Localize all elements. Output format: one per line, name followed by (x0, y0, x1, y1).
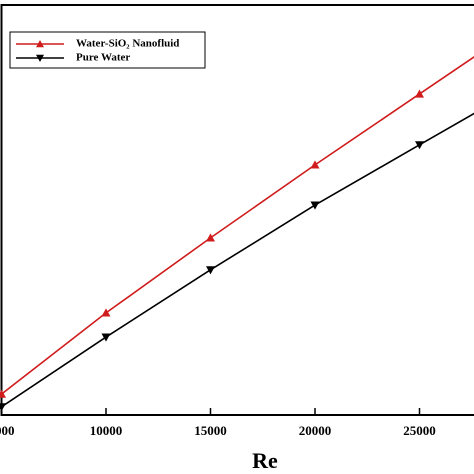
marker (206, 266, 215, 275)
x-tick-label: 5000 (0, 423, 15, 438)
x-tick-label: 15000 (194, 423, 227, 438)
legend-box (9, 31, 206, 69)
legend-label: Pure Water (76, 52, 130, 64)
plot-frame (0, 4, 474, 416)
legend-marker (36, 40, 44, 48)
x-tick-label: 10000 (90, 423, 123, 438)
series-line (1, 56, 474, 395)
x-tick-label: 20000 (299, 423, 332, 438)
legend-label: Water-SiO₂ Nanofluid (76, 38, 179, 50)
legend-marker (36, 54, 44, 62)
marker (310, 160, 320, 169)
marker (206, 233, 215, 242)
marker (0, 389, 6, 398)
series-line (1, 112, 474, 408)
x-axis-label: Re (252, 448, 278, 473)
marker (415, 141, 424, 150)
marker (101, 333, 111, 342)
x-tick-label: 25000 (403, 423, 436, 438)
marker (0, 403, 6, 412)
marker (310, 201, 320, 210)
marker (101, 308, 111, 317)
marker (415, 89, 424, 98)
